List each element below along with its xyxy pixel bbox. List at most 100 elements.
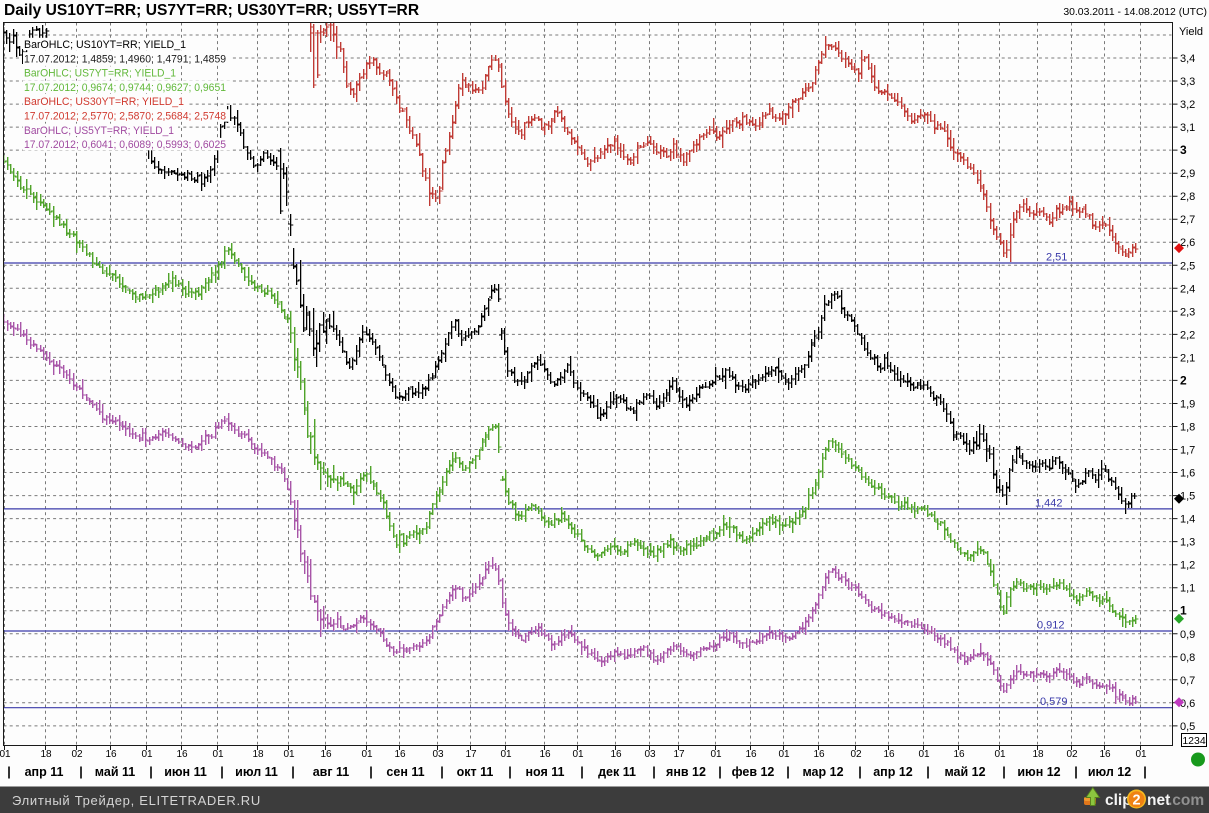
svg-text:2: 2 — [1180, 373, 1187, 387]
svg-text:|: | — [1143, 765, 1147, 779]
svg-text:Daily US10YT=RR; US7YT=RR; US3: Daily US10YT=RR; US7YT=RR; US30YT=RR; US… — [4, 2, 419, 19]
svg-text:|: | — [652, 765, 656, 779]
svg-text:17.07.2012; 0,9674; 0,9744; 0,: 17.07.2012; 0,9674; 0,9744; 0,9627; 0,96… — [24, 82, 226, 94]
svg-text:янв 12: янв 12 — [666, 765, 706, 779]
svg-text:01: 01 — [283, 749, 295, 760]
svg-text:0,579: 0,579 — [1040, 696, 1068, 708]
svg-text:BarOHLC; US5YT=RR; YIELD_1: BarOHLC; US5YT=RR; YIELD_1 — [24, 125, 174, 137]
svg-text:июн 12: июн 12 — [1017, 765, 1060, 779]
svg-text:|: | — [220, 765, 224, 779]
svg-text:16: 16 — [883, 749, 895, 760]
svg-text:2,9: 2,9 — [1180, 168, 1195, 180]
svg-text:.com: .com — [1168, 792, 1204, 809]
svg-text:1: 1 — [1180, 604, 1187, 618]
svg-text:мар 12: мар 12 — [802, 765, 843, 779]
svg-text:17: 17 — [673, 749, 685, 760]
svg-text:01: 01 — [572, 749, 584, 760]
svg-text:ноя 11: ноя 11 — [525, 765, 564, 779]
svg-text:|: | — [440, 765, 444, 779]
svg-text:16: 16 — [176, 749, 188, 760]
svg-text:авг 11: авг 11 — [313, 765, 350, 779]
svg-text:фев 12: фев 12 — [732, 765, 775, 779]
svg-text:|: | — [1002, 765, 1006, 779]
svg-text:июл 11: июл 11 — [235, 765, 278, 779]
svg-text:18: 18 — [252, 749, 264, 760]
svg-text:02: 02 — [1066, 749, 1078, 760]
svg-text:16: 16 — [105, 749, 117, 760]
svg-text:|: | — [291, 765, 295, 779]
svg-text:02: 02 — [850, 749, 862, 760]
svg-text:|: | — [718, 765, 722, 779]
svg-text:18: 18 — [40, 749, 52, 760]
svg-text:2,3: 2,3 — [1180, 306, 1195, 318]
svg-text:1,4: 1,4 — [1180, 514, 1195, 526]
svg-text:|: | — [858, 765, 862, 779]
svg-text:01: 01 — [918, 749, 930, 760]
svg-text:clip: clip — [1105, 792, 1132, 809]
svg-text:net: net — [1147, 792, 1170, 809]
svg-text:17.07.2012; 2,5770; 2,5870; 2,: 17.07.2012; 2,5770; 2,5870; 2,5684; 2,57… — [24, 111, 226, 123]
svg-text:01: 01 — [212, 749, 224, 760]
svg-text:1,1: 1,1 — [1180, 583, 1195, 595]
svg-text:16: 16 — [394, 749, 406, 760]
svg-text:BarOHLC; US7YT=RR; YIELD_1: BarOHLC; US7YT=RR; YIELD_1 — [24, 68, 176, 80]
svg-text:1,5: 1,5 — [1180, 491, 1195, 503]
svg-text:3,4: 3,4 — [1180, 53, 1195, 65]
svg-text:18: 18 — [1032, 749, 1044, 760]
svg-text:0,7: 0,7 — [1180, 675, 1195, 687]
svg-text:17: 17 — [465, 749, 477, 760]
svg-text:16: 16 — [745, 749, 757, 760]
svg-text:|: | — [786, 765, 790, 779]
svg-text:сен 11: сен 11 — [386, 765, 424, 779]
svg-text:01: 01 — [778, 749, 790, 760]
svg-text:|: | — [1074, 765, 1078, 779]
svg-text:BarOHLC; US10YT=RR; YIELD_1: BarOHLC; US10YT=RR; YIELD_1 — [24, 39, 186, 51]
svg-text:2,4: 2,4 — [1180, 283, 1195, 295]
svg-text:17.07.2012; 1,4859; 1,4960; 1,: 17.07.2012; 1,4859; 1,4960; 1,4791; 1,48… — [24, 53, 226, 65]
svg-text:30.03.2011 - 14.08.2012 (UTC): 30.03.2011 - 14.08.2012 (UTC) — [1063, 7, 1207, 18]
svg-text:3,1: 3,1 — [1180, 122, 1195, 134]
svg-text:Элитный Трейдер, ELITETRADER.R: Элитный Трейдер, ELITETRADER.RU — [12, 793, 261, 808]
svg-text:|: | — [369, 765, 373, 779]
svg-text:03: 03 — [432, 749, 444, 760]
svg-text:2: 2 — [1132, 793, 1140, 809]
svg-text:|: | — [580, 765, 584, 779]
svg-text:16: 16 — [813, 749, 825, 760]
svg-text:16: 16 — [320, 749, 332, 760]
svg-text:2,51: 2,51 — [1046, 252, 1067, 264]
svg-text:Yield: Yield — [1179, 26, 1203, 38]
svg-text:|: | — [79, 765, 83, 779]
svg-text:2,6: 2,6 — [1180, 237, 1195, 249]
svg-text:16: 16 — [1099, 749, 1111, 760]
svg-text:июн 11: июн 11 — [164, 765, 207, 779]
svg-text:01: 01 — [361, 749, 373, 760]
svg-text:1,8: 1,8 — [1180, 422, 1195, 434]
svg-text:окт 11: окт 11 — [457, 765, 494, 779]
svg-text:1,6: 1,6 — [1180, 468, 1195, 480]
svg-text:01: 01 — [0, 749, 11, 760]
svg-text:1,9: 1,9 — [1180, 399, 1195, 411]
svg-text:17.07.2012; 0,6041; 0,6089; 0,: 17.07.2012; 0,6041; 0,6089; 0,5993; 0,60… — [24, 139, 226, 151]
svg-text:дек 11: дек 11 — [598, 765, 636, 779]
svg-text:01: 01 — [1135, 749, 1147, 760]
svg-text:01: 01 — [500, 749, 512, 760]
svg-text:16: 16 — [953, 749, 965, 760]
svg-text:2,1: 2,1 — [1180, 352, 1195, 364]
svg-text:2,2: 2,2 — [1180, 329, 1195, 341]
svg-text:май 11: май 11 — [95, 765, 135, 779]
svg-text:1,442: 1,442 — [1035, 497, 1063, 509]
svg-text:0,912: 0,912 — [1037, 620, 1065, 632]
svg-text:16: 16 — [610, 749, 622, 760]
svg-text:3: 3 — [1180, 143, 1187, 157]
svg-text:01: 01 — [710, 749, 722, 760]
svg-text:1234: 1234 — [1182, 735, 1206, 747]
svg-text:01: 01 — [141, 749, 153, 760]
svg-text:1,2: 1,2 — [1180, 560, 1195, 572]
svg-text:апр 11: апр 11 — [25, 765, 64, 779]
svg-text:1,7: 1,7 — [1180, 445, 1195, 457]
svg-text:2,8: 2,8 — [1180, 191, 1195, 203]
svg-text:|: | — [7, 765, 11, 779]
svg-text:01: 01 — [994, 749, 1006, 760]
svg-text:|: | — [149, 765, 153, 779]
svg-text:02: 02 — [71, 749, 83, 760]
